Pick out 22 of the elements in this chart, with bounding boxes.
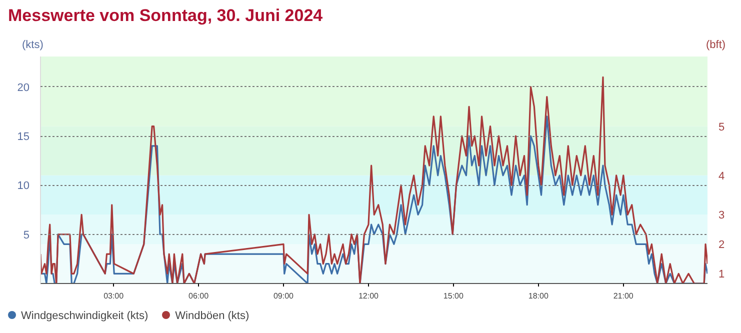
- x-tick-label: 06:00: [188, 292, 210, 300]
- x-tick-label: 18:00: [528, 292, 549, 300]
- band-label: 3: [718, 210, 725, 222]
- x-tick-label: 03:00: [104, 292, 124, 300]
- chart-title: Messwerte vom Sonntag, 30. Juni 2024: [7, 5, 324, 27]
- x-tick-label: 09:00: [274, 292, 294, 300]
- y-tick-label: 10: [17, 180, 30, 192]
- x-tick-label: 21:00: [613, 292, 634, 300]
- band-label: 2: [718, 239, 725, 252]
- y-tick-label: 20: [17, 82, 30, 94]
- band-label: 4: [718, 170, 725, 182]
- band-label: 5: [718, 121, 725, 134]
- line-series: [40, 76, 708, 284]
- x-tick-label: 12:00: [358, 292, 380, 300]
- y-tick-label: 15: [17, 131, 30, 144]
- x-tick-label: 15:00: [443, 292, 464, 300]
- band-label: 1: [718, 268, 725, 281]
- y2-axis-title: (bft): [706, 38, 726, 54]
- y-tick-label: 5: [23, 229, 30, 242]
- legend-label: Windgeschwindigkeit (kts): [20, 310, 148, 322]
- legend-label: Windböen (kts): [174, 310, 250, 322]
- y-axis-title: (kts): [22, 38, 44, 54]
